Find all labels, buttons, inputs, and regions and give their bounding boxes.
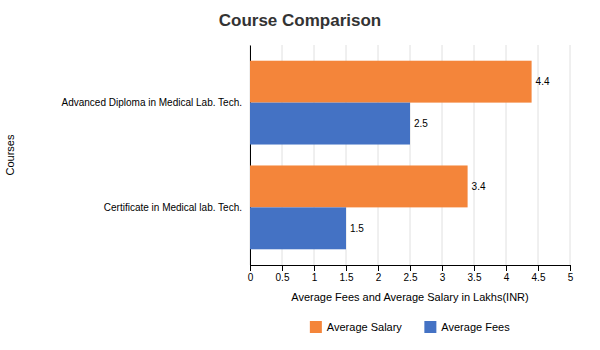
- x-tick-mark: [570, 265, 571, 271]
- x-axis-title: Average Fees and Average Salary in Lakhs…: [291, 291, 528, 303]
- legend-swatch: [310, 321, 322, 333]
- x-tick: 5: [568, 265, 574, 283]
- data-label: 2.5: [414, 118, 428, 129]
- x-tick-mark: [282, 265, 283, 271]
- y-tick: Certificate in Medical lab. Tech.: [104, 202, 250, 213]
- y-tick-label: Advanced Diploma in Medical Lab. Tech.: [62, 97, 242, 108]
- bar: [250, 61, 532, 103]
- x-tick-label: 4: [504, 272, 510, 283]
- x-tick: 2.5: [404, 265, 418, 283]
- x-tick-label: 3: [440, 272, 446, 283]
- bar: [250, 165, 468, 207]
- bar: [250, 103, 410, 145]
- x-tick-label: 4.5: [532, 272, 546, 283]
- x-tick-label: 3.5: [468, 272, 482, 283]
- x-axis-line: [251, 266, 571, 272]
- data-label: 4.4: [536, 76, 550, 87]
- legend-swatch: [424, 321, 436, 333]
- title: Course Comparison: [219, 11, 381, 30]
- grid: [250, 45, 570, 265]
- x-tick-label: 2: [376, 272, 382, 283]
- x-tick-label: 2.5: [404, 272, 418, 283]
- x-tick-mark: [410, 265, 411, 271]
- x-tick: 0: [248, 265, 254, 283]
- x-tick-label: 0: [248, 272, 254, 283]
- x-tick: 3.5: [468, 265, 482, 283]
- data-label: 1.5: [350, 223, 364, 234]
- legend-label: Average Fees: [441, 321, 510, 333]
- x-tick-label: 1: [312, 272, 318, 283]
- x-tick-mark: [250, 265, 251, 271]
- x-tick-mark: [538, 265, 539, 271]
- y-axis: Certificate in Medical lab. Tech. Advance…: [62, 46, 251, 266]
- x-tick: 1: [312, 265, 318, 283]
- legend-label: Average Salary: [327, 321, 403, 333]
- plot: 0 0.5 1 1.5 2 2.5 3 3.5 4 4.5 5 Certificate in Medi…: [62, 45, 574, 283]
- x-tick-mark: [314, 265, 315, 271]
- x-tick-label: 1.5: [340, 272, 354, 283]
- x-tick: 4.5: [532, 265, 546, 283]
- y-axis-title: Courses: [4, 134, 16, 175]
- bar: [250, 207, 346, 249]
- legend: Average Salary Average Fees: [310, 321, 510, 333]
- x-axis: 0 0.5 1 1.5 2 2.5 3 3.5 4 4.5 5: [248, 265, 574, 283]
- data-labels: 3.4 4.4 1.5 2.5: [350, 76, 550, 234]
- x-tick: 2: [376, 265, 382, 283]
- legend-item: Average Fees: [424, 321, 510, 333]
- x-tick-mark: [474, 265, 475, 271]
- y-tick-label: Certificate in Medical lab. Tech.: [104, 202, 242, 213]
- x-tick-label: 5: [568, 272, 574, 283]
- x-tick: 3: [440, 265, 446, 283]
- legend-item: Average Salary: [310, 321, 403, 333]
- bars: [250, 61, 532, 250]
- x-tick: 4: [504, 265, 510, 283]
- chart: 0 0.5 1 1.5 2 2.5 3 3.5 4 4.5 5 Certificate in Medi…: [0, 0, 600, 350]
- x-tick-mark: [378, 265, 379, 271]
- x-tick: 0.5: [276, 265, 290, 283]
- grid-line: [570, 45, 571, 265]
- x-tick-label: 0.5: [276, 272, 290, 283]
- y-tick: Advanced Diploma in Medical Lab. Tech.: [62, 97, 250, 108]
- data-label: 3.4: [472, 181, 486, 192]
- x-tick-mark: [506, 265, 507, 271]
- x-tick-mark: [346, 265, 347, 271]
- x-tick-mark: [442, 265, 443, 271]
- x-tick: 1.5: [340, 265, 354, 283]
